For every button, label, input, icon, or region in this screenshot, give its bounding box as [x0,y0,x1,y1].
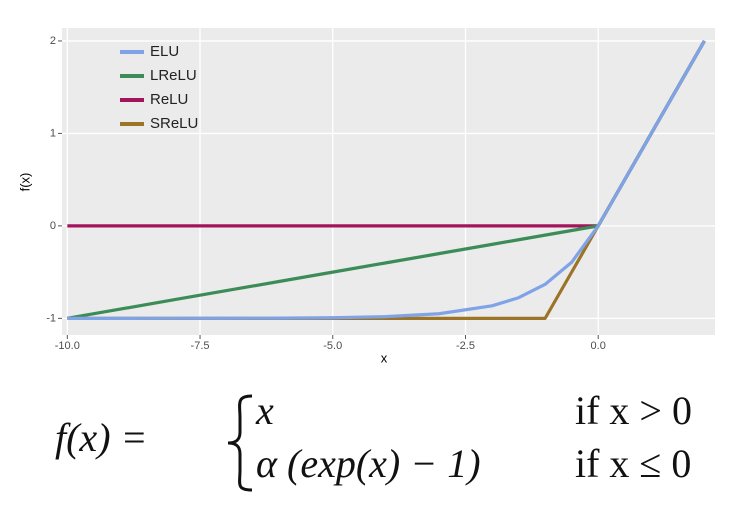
x-tick-label: -5.0 [323,340,342,352]
line-series [67,40,706,320]
formula-lhs: f(x) = [55,415,148,460]
y-axis-label: f(x) [17,173,32,192]
legend-label: LReLU [150,67,197,84]
case-expr: x [255,388,274,433]
legend-label: ReLU [150,91,188,108]
case-expr: α (exp(x) − 1) [256,441,481,486]
x-axis-label: x [381,350,388,365]
line-series [67,40,706,320]
y-tick-label: 1 [50,127,56,139]
y-tick-label: 2 [50,35,56,47]
case-cond: if x ≤ 0 [575,441,691,486]
x-tick-label: -2.5 [456,340,475,352]
legend-label: ELU [150,43,179,60]
brace [227,394,253,492]
x-tick-label: -7.5 [191,340,210,352]
y-tick-label: 0 [50,220,56,232]
x-tick-label: 0.0 [591,340,606,352]
y-tick-label: -1 [46,312,56,324]
plot-panel [62,28,715,335]
case-cond: if x > 0 [575,388,692,433]
legend-label: SReLU [150,115,198,132]
x-tick-label: -10.0 [55,340,80,352]
